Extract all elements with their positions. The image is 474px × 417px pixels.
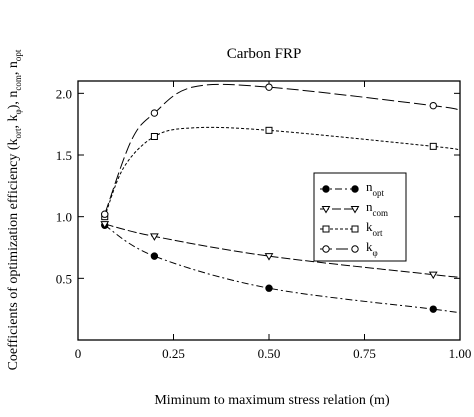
data-point-k_phi bbox=[429, 101, 437, 110]
series-layer bbox=[100, 83, 461, 314]
y-tick-label: 1.0 bbox=[56, 210, 72, 225]
legend-label-n_com: ncom bbox=[366, 199, 388, 218]
legend-marker-k_ort bbox=[351, 225, 359, 233]
data-point-k_phi bbox=[150, 109, 159, 117]
series-line-n_opt bbox=[104, 224, 461, 314]
x-tick-label: 0.50 bbox=[258, 346, 281, 361]
legend-marker-k_ort bbox=[322, 225, 330, 233]
chart-title: Carbon FRP bbox=[227, 46, 302, 62]
data-point-n_com bbox=[428, 271, 438, 280]
series-line-n_com bbox=[104, 223, 461, 278]
x-tick-label: 1.00 bbox=[449, 346, 472, 361]
series-k_phi bbox=[101, 83, 461, 218]
legend-label-k_ort: kort bbox=[366, 219, 383, 238]
x-tick-label: 0.25 bbox=[162, 346, 185, 361]
legend-marker-n_com bbox=[321, 206, 331, 214]
legend-label-n_opt: nopt bbox=[366, 179, 385, 198]
data-point-n_opt bbox=[150, 252, 159, 260]
data-point-k_ort bbox=[150, 133, 158, 140]
legend-marker-n_opt bbox=[322, 185, 330, 193]
legend-marker-k_phi bbox=[322, 245, 330, 253]
data-point-k_phi bbox=[265, 83, 273, 91]
x-axis-label: Miminum to maximum stress relation (m) bbox=[154, 393, 390, 408]
legend-label-k_phi: kφ bbox=[366, 239, 378, 258]
data-point-k_phi bbox=[101, 210, 109, 218]
data-point-n_com bbox=[100, 221, 110, 229]
y-tick-label: 2.0 bbox=[56, 86, 72, 101]
axis-ticks: 0 0.25 0.50 0.75 1.00 0.5 1.0 1.5 2.0 bbox=[56, 81, 472, 361]
legend-marker-k_phi bbox=[351, 245, 359, 253]
y-tick-label: 0.5 bbox=[56, 271, 72, 286]
data-point-n_opt bbox=[265, 284, 273, 292]
y-tick-label: 1.5 bbox=[56, 148, 72, 163]
series-line-k_phi bbox=[104, 83, 461, 215]
data-point-n_com bbox=[264, 253, 274, 261]
y-axis-label: Coefficients of optimization efficiency … bbox=[6, 49, 23, 370]
data-point-n_com bbox=[150, 233, 159, 241]
data-point-k_ort bbox=[265, 126, 273, 134]
legend-marker-n_com bbox=[350, 206, 360, 214]
series-n_com bbox=[100, 221, 461, 280]
x-tick-label: 0 bbox=[75, 346, 82, 361]
series-line-k_ort bbox=[104, 126, 461, 217]
data-point-n_opt bbox=[429, 305, 437, 313]
data-point-k_ort bbox=[429, 142, 437, 150]
legend-marker-n_opt bbox=[351, 185, 359, 193]
x-tick-label: 0.75 bbox=[353, 346, 376, 361]
